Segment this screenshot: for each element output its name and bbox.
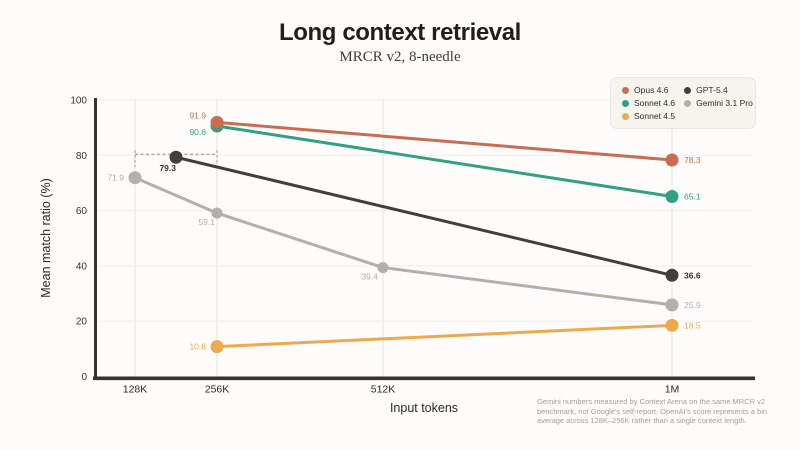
point-value-label: 39.4 bbox=[361, 272, 378, 282]
point-value-label: 79.3 bbox=[159, 163, 176, 173]
point-value-label: 25.9 bbox=[684, 300, 701, 310]
data-point-gpt-5-4-1m bbox=[665, 268, 679, 282]
series-line-gemini-3-1-pro bbox=[133, 176, 674, 307]
data-point-gpt-5-4-128k-256k bbox=[169, 150, 183, 164]
legend-item-sonnet-4-6: Sonnet 4.6 bbox=[622, 98, 675, 108]
series-line-gpt-5-4 bbox=[174, 155, 674, 277]
series-sonnet-4-5: 10.8 18.5 bbox=[189, 318, 701, 354]
point-value-label: 18.5 bbox=[684, 320, 701, 330]
legend-item-gemini-3-1-pro: Gemini 3.1 Pro bbox=[684, 98, 753, 108]
data-point-gemini-3-1-pro-1m bbox=[665, 298, 679, 312]
legend-label: Sonnet 4.6 bbox=[634, 98, 676, 108]
y-tick-label: 100 bbox=[70, 96, 87, 107]
point-value-label: 71.9 bbox=[107, 173, 124, 183]
legend-dot-sonnet-4-5 bbox=[622, 112, 629, 120]
legend: Opus 4.6 Sonnet 4.6 Sonnet 4.5 GPT-5.4 Gemin… bbox=[610, 77, 756, 129]
legend-dot-sonnet-4-6 bbox=[622, 99, 629, 107]
legend-label: Opus 4.6 bbox=[634, 85, 669, 95]
x-tick-label: 512K bbox=[371, 384, 396, 396]
y-tick-label: 40 bbox=[76, 261, 88, 272]
y-tick-label: 60 bbox=[76, 206, 88, 217]
series-line-opus-4-6 bbox=[215, 120, 674, 162]
footnote: Gemini numbers measured by Context Arena… bbox=[537, 397, 768, 426]
legend-dot-gemini-3-1-pro bbox=[684, 99, 692, 107]
legend-label: GPT-5.4 bbox=[696, 85, 728, 95]
data-point-opus-4-6-1m bbox=[665, 153, 679, 167]
series-gemini-3-1-pro: 71.9 59.1 39.4 25.9 bbox=[107, 171, 701, 312]
series-sonnet-4-6: 90.6 65.1 bbox=[189, 119, 701, 203]
point-value-label: 90.6 bbox=[189, 127, 206, 137]
legend-dot-gpt-5-4 bbox=[684, 86, 692, 94]
legend-item-gpt-5-4: GPT-5.4 bbox=[684, 85, 753, 95]
chart-title: Long context retrieval bbox=[279, 19, 521, 46]
point-value-label: 65.1 bbox=[684, 191, 701, 201]
y-tick-label: 20 bbox=[76, 317, 88, 328]
legend-item-sonnet-4-5: Sonnet 4.5 bbox=[622, 111, 675, 121]
data-point-gemini-3-1-pro-512k bbox=[377, 262, 389, 274]
legend-label: Sonnet 4.5 bbox=[634, 111, 676, 121]
legend-dot-opus-4-6 bbox=[622, 86, 629, 94]
chart-subtitle: MRCR v2, 8-needle bbox=[339, 49, 461, 65]
x-axis-title: Input tokens bbox=[389, 401, 459, 415]
x-tick-label: 256K bbox=[205, 384, 230, 396]
point-value-label: 59.1 bbox=[198, 217, 215, 227]
data-point-sonnet-4-6-1m bbox=[665, 189, 679, 203]
data-point-opus-4-6-256k bbox=[210, 115, 224, 129]
series-line-sonnet-4-5 bbox=[215, 323, 674, 349]
point-value-label: 36.6 bbox=[684, 270, 701, 280]
y-tick-label: 80 bbox=[76, 151, 88, 162]
x-tick-label: 128K bbox=[123, 384, 148, 396]
series-line-sonnet-4-6 bbox=[215, 124, 674, 198]
series-opus-4-6: 91.9 78.3 bbox=[189, 110, 701, 167]
legend-item-opus-4-6: Opus 4.6 bbox=[622, 85, 675, 95]
data-point-sonnet-4-5-1m bbox=[665, 318, 679, 332]
legend-label: Gemini 3.1 Pro bbox=[696, 98, 753, 108]
data-point-gemini-3-1-pro-256k bbox=[211, 207, 223, 219]
point-value-label: 78.3 bbox=[684, 155, 701, 165]
x-tick-label: 1M bbox=[665, 384, 680, 396]
point-value-label: 91.9 bbox=[189, 110, 206, 120]
y-tick-label: 0 bbox=[81, 372, 87, 383]
data-point-gemini-3-1-pro-128k bbox=[128, 171, 142, 185]
series-gpt-5-4: 79.3 36.6 bbox=[134, 150, 701, 282]
point-value-label: 10.8 bbox=[189, 342, 206, 352]
data-point-sonnet-4-5-256k bbox=[210, 340, 224, 354]
